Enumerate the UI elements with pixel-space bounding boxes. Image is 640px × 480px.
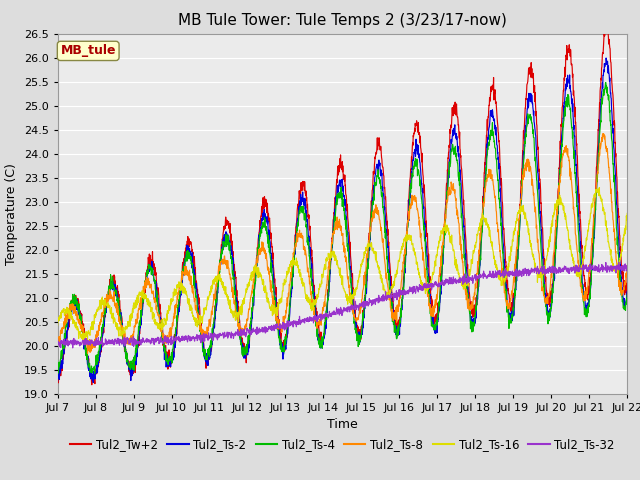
Legend: Tul2_Tw+2, Tul2_Ts-2, Tul2_Ts-4, Tul2_Ts-8, Tul2_Ts-16, Tul2_Ts-32: Tul2_Tw+2, Tul2_Ts-2, Tul2_Ts-4, Tul2_Ts… <box>65 433 620 456</box>
Text: MB_tule: MB_tule <box>60 44 116 58</box>
Title: MB Tule Tower: Tule Temps 2 (3/23/17-now): MB Tule Tower: Tule Temps 2 (3/23/17-now… <box>178 13 507 28</box>
Y-axis label: Temperature (C): Temperature (C) <box>5 163 18 264</box>
X-axis label: Time: Time <box>327 418 358 431</box>
